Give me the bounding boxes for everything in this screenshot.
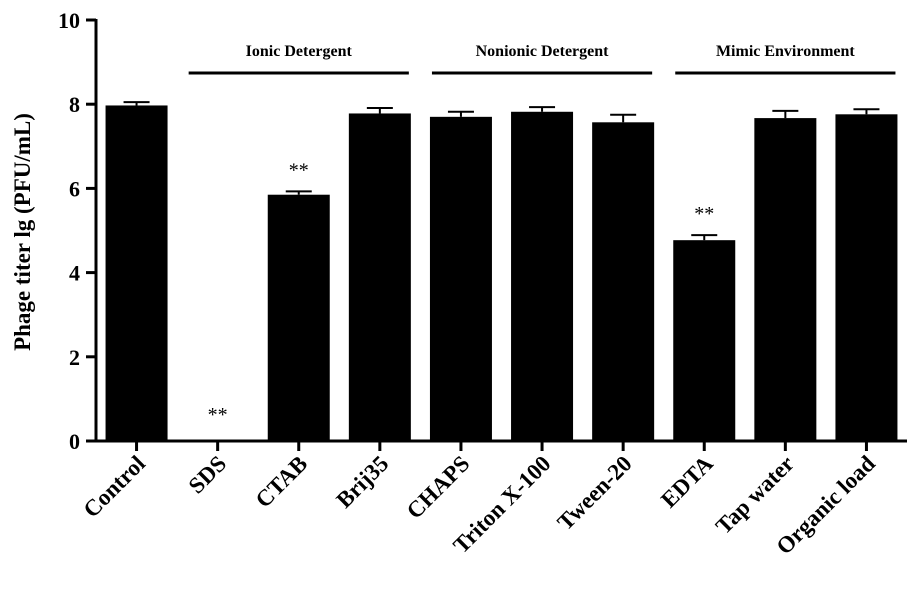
- significance-marker: **: [694, 203, 714, 225]
- bar: [511, 111, 574, 441]
- group-label: Nonionic Detergent: [476, 43, 610, 60]
- error-bars: [123, 101, 880, 241]
- group-label: Mimic Environment: [716, 43, 855, 60]
- y-axis-label: Phage titer lg (PFU/mL): [10, 113, 35, 351]
- y-tick-label: 2: [69, 345, 80, 370]
- significance-marker: **: [208, 404, 228, 426]
- bar: [835, 114, 898, 441]
- y-tick-label: 6: [69, 176, 80, 201]
- bar: [592, 122, 655, 441]
- x-tick-label: Brij35: [331, 451, 393, 513]
- y-tick-label: 4: [69, 261, 80, 286]
- group-label: Ionic Detergent: [246, 43, 353, 60]
- bar: [754, 118, 817, 441]
- x-tick-label: EDTA: [656, 451, 718, 513]
- significance-marker: **: [289, 159, 309, 181]
- x-tick-label: SDS: [184, 451, 232, 499]
- bar: [348, 113, 411, 441]
- bar: [267, 194, 330, 441]
- bar: [429, 116, 492, 441]
- bars: [105, 105, 898, 441]
- x-tick-label: Tween-20: [552, 451, 636, 535]
- y-tick-label: 8: [69, 92, 80, 117]
- x-tick-label: CTAB: [251, 451, 313, 513]
- y-tick-label: 0: [69, 429, 80, 454]
- bar: [673, 240, 736, 441]
- significance-markers: ** ** **: [208, 159, 715, 426]
- y-axis-ticks: 0 2 4 6 8 10: [58, 8, 96, 454]
- x-tick-label: CHAPS: [402, 451, 475, 524]
- group-annotations: Ionic Detergent Nonionic Detergent Mimic E…: [188, 43, 896, 75]
- x-tick-label: Tap water: [711, 451, 799, 539]
- bar: [105, 105, 168, 441]
- y-tick-label: 10: [58, 8, 80, 33]
- x-tick-label: Control: [78, 451, 150, 523]
